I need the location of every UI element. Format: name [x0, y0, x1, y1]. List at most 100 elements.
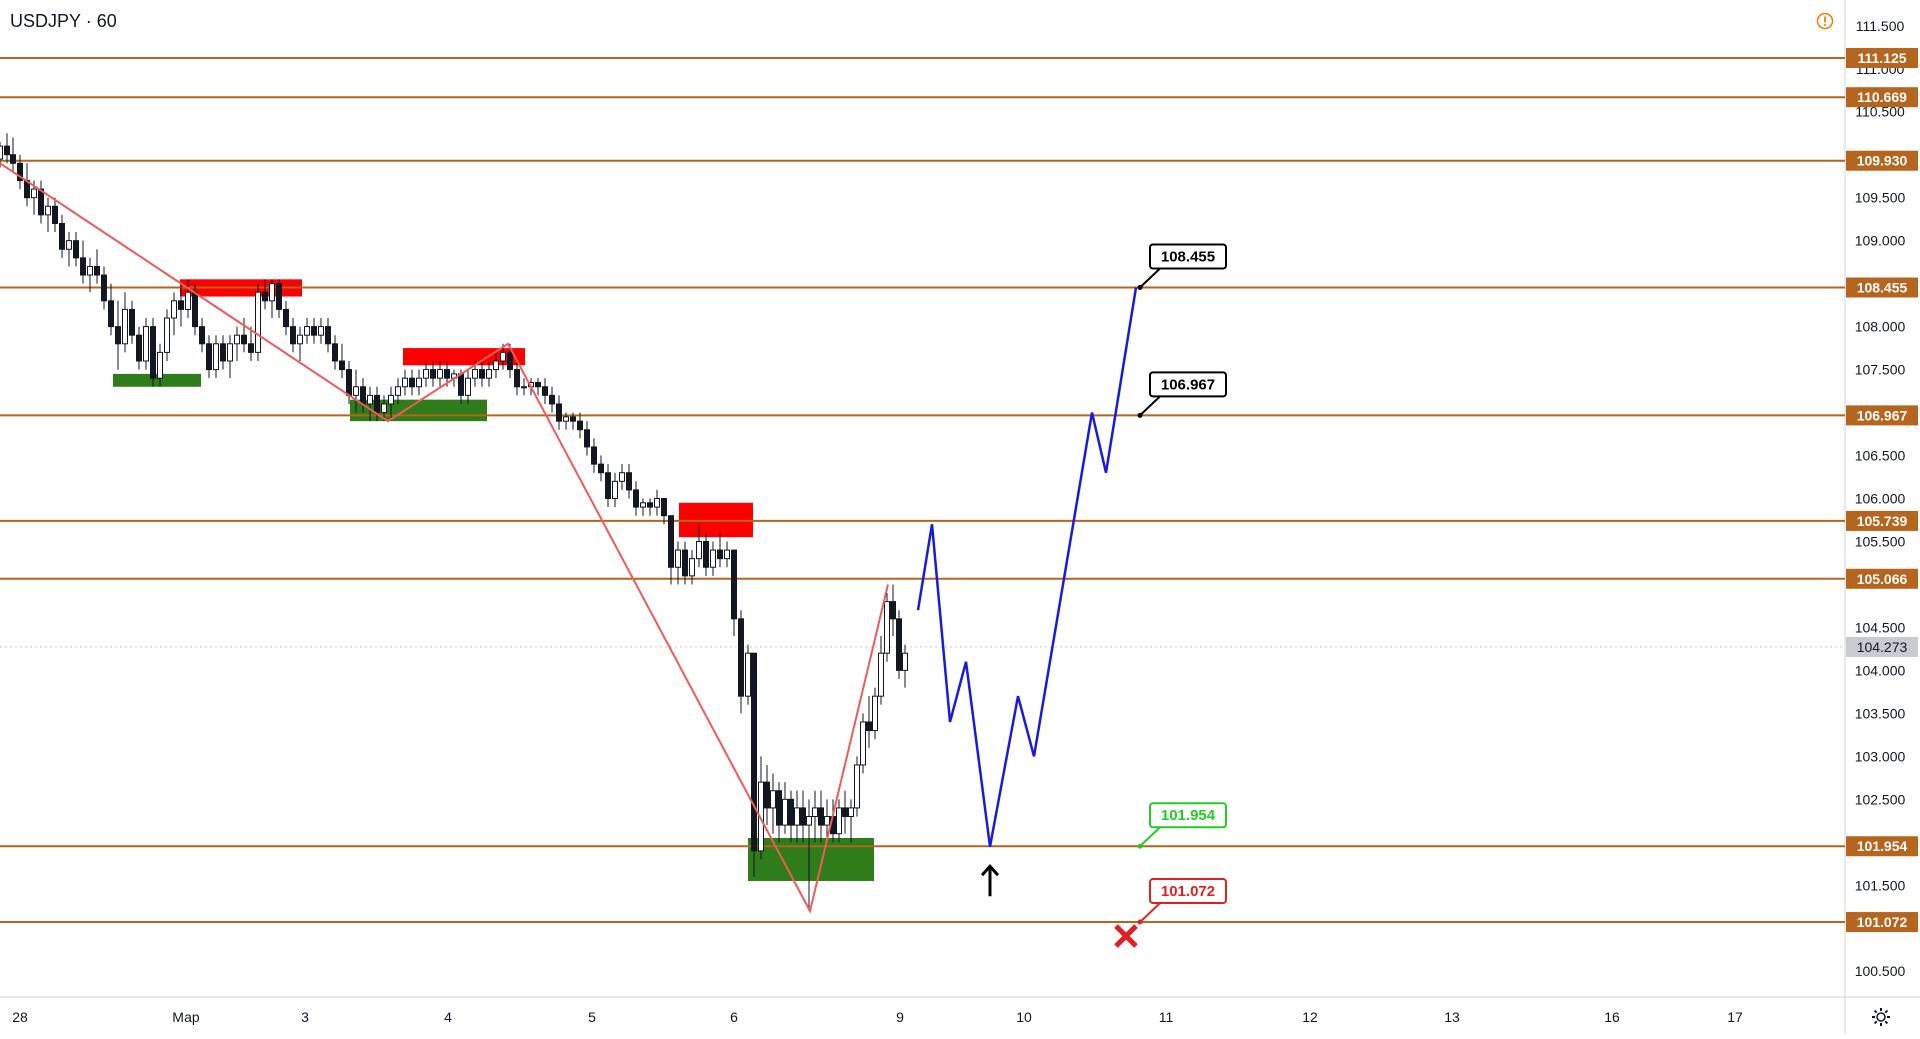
- y-tick-label-15: 101.500: [1855, 877, 1906, 893]
- price-tag-0: 111.125: [1846, 48, 1918, 69]
- x-tick-label-1: Мар: [172, 1009, 200, 1025]
- candle-body: [668, 515, 674, 568]
- candle-31: [213, 335, 219, 379]
- gear-icon[interactable]: [1870, 1006, 1892, 1028]
- y-tick-label-7: 106.500: [1855, 448, 1906, 464]
- candle-body: [848, 807, 854, 818]
- candle-22: [150, 318, 156, 387]
- candle-95: [661, 498, 667, 525]
- x-tick-label-12: 17: [1727, 1009, 1743, 1025]
- candle-body: [577, 420, 583, 431]
- candle-9: [59, 214, 65, 258]
- x-tick-label-9: 12: [1302, 1009, 1318, 1025]
- callout-pointer: [1139, 902, 1161, 923]
- candle-118: [812, 790, 818, 843]
- candle-27: [185, 279, 191, 319]
- candle-62: [430, 360, 436, 387]
- y-tick-label-9: 105.500: [1855, 533, 1906, 549]
- candle-107: [745, 644, 751, 705]
- symbol-separator: ·: [85, 11, 97, 31]
- candle-57: [395, 378, 401, 404]
- candle-58: [402, 369, 408, 396]
- candle-body: [304, 326, 310, 336]
- candle-body: [776, 790, 782, 826]
- candle-108: [751, 652, 757, 877]
- x-tick-label-4: 5: [588, 1009, 596, 1025]
- candle-body: [87, 265, 93, 276]
- candle-126: [860, 713, 866, 774]
- candle-body: [563, 416, 569, 422]
- warning-icon[interactable]: [1816, 12, 1834, 30]
- candle-117: [806, 799, 812, 912]
- candle-41: [283, 300, 289, 336]
- x-tick-label-5: 6: [730, 1009, 738, 1025]
- candle-98: [682, 541, 688, 585]
- candle-body: [437, 369, 443, 379]
- candle-body: [689, 558, 695, 577]
- candle-body: [758, 781, 764, 852]
- y-tick-label-10: 104.500: [1855, 619, 1906, 635]
- candle-body: [192, 291, 198, 328]
- candle-body: [535, 381, 541, 388]
- candle-body: [507, 351, 513, 371]
- candle-59: [409, 369, 415, 396]
- time-axis[interactable]: 28 Мар 3 4 5 6 9 10 11 12 13 16 17: [12, 1009, 1743, 1025]
- candle-35: [241, 318, 247, 353]
- candle-77: [535, 378, 541, 396]
- y-tick-label-0: 111.500: [1856, 18, 1905, 34]
- y-tick-label-14: 102.500: [1855, 791, 1906, 807]
- candle-body: [73, 240, 79, 259]
- candle-body: [52, 205, 58, 224]
- candle-body: [782, 798, 788, 826]
- price-tag-bg: [1846, 150, 1918, 171]
- candle-23: [157, 343, 163, 387]
- candle-body: [675, 549, 681, 568]
- symbol-title[interactable]: USDJPY · 60: [10, 11, 117, 32]
- candle-55: [381, 395, 387, 422]
- candle-116: [800, 790, 806, 843]
- x-tick-label-0: 28: [12, 1009, 28, 1025]
- callout-target-1: 106.967: [1137, 371, 1227, 418]
- candle-body: [17, 162, 23, 181]
- candle-body: [661, 498, 667, 517]
- y-tick-label-12: 103.500: [1855, 705, 1906, 721]
- callout-pointer: [1139, 826, 1161, 847]
- candle-85: [591, 438, 597, 473]
- candle-body: [703, 540, 709, 568]
- candle-body: [178, 300, 184, 310]
- candle-body: [633, 489, 639, 508]
- candle-body: [764, 781, 770, 809]
- candle-88: [612, 472, 618, 508]
- candle-body: [311, 326, 317, 336]
- current-price-bg: [1846, 636, 1918, 657]
- x-tick-label-7: 10: [1016, 1009, 1032, 1025]
- candle-body: [770, 790, 776, 809]
- candle-body: [360, 386, 366, 405]
- candle-body: [367, 394, 373, 405]
- candle-61: [423, 360, 429, 387]
- callout-anchor: [1137, 919, 1143, 925]
- callout-label: 101.954: [1161, 807, 1216, 824]
- candle-body: [584, 429, 590, 448]
- candle-90: [626, 464, 632, 499]
- y-tick-label-16: 100.500: [1855, 963, 1906, 979]
- price-tag-3: 108.455: [1846, 277, 1918, 298]
- candle-body: [854, 764, 860, 809]
- candle-body: [297, 334, 303, 345]
- candle-body: [150, 326, 156, 379]
- candle-48: [332, 335, 338, 370]
- callouts: 108.455 106.967 101.954 101.072: [1137, 243, 1227, 925]
- candle-body: [122, 308, 128, 345]
- price-axis[interactable]: 111.500111.000110.500109.500109.000108.0…: [1846, 18, 1918, 979]
- candle-body: [794, 807, 800, 826]
- candle-115: [794, 790, 800, 843]
- candle-39: [269, 279, 275, 319]
- candle-111: [770, 773, 776, 834]
- candle-body: [0, 145, 3, 160]
- candle-body: [318, 326, 324, 336]
- candle-body: [171, 300, 177, 319]
- candle-body: [213, 343, 219, 371]
- callout-stop-3: 101.072: [1137, 878, 1227, 925]
